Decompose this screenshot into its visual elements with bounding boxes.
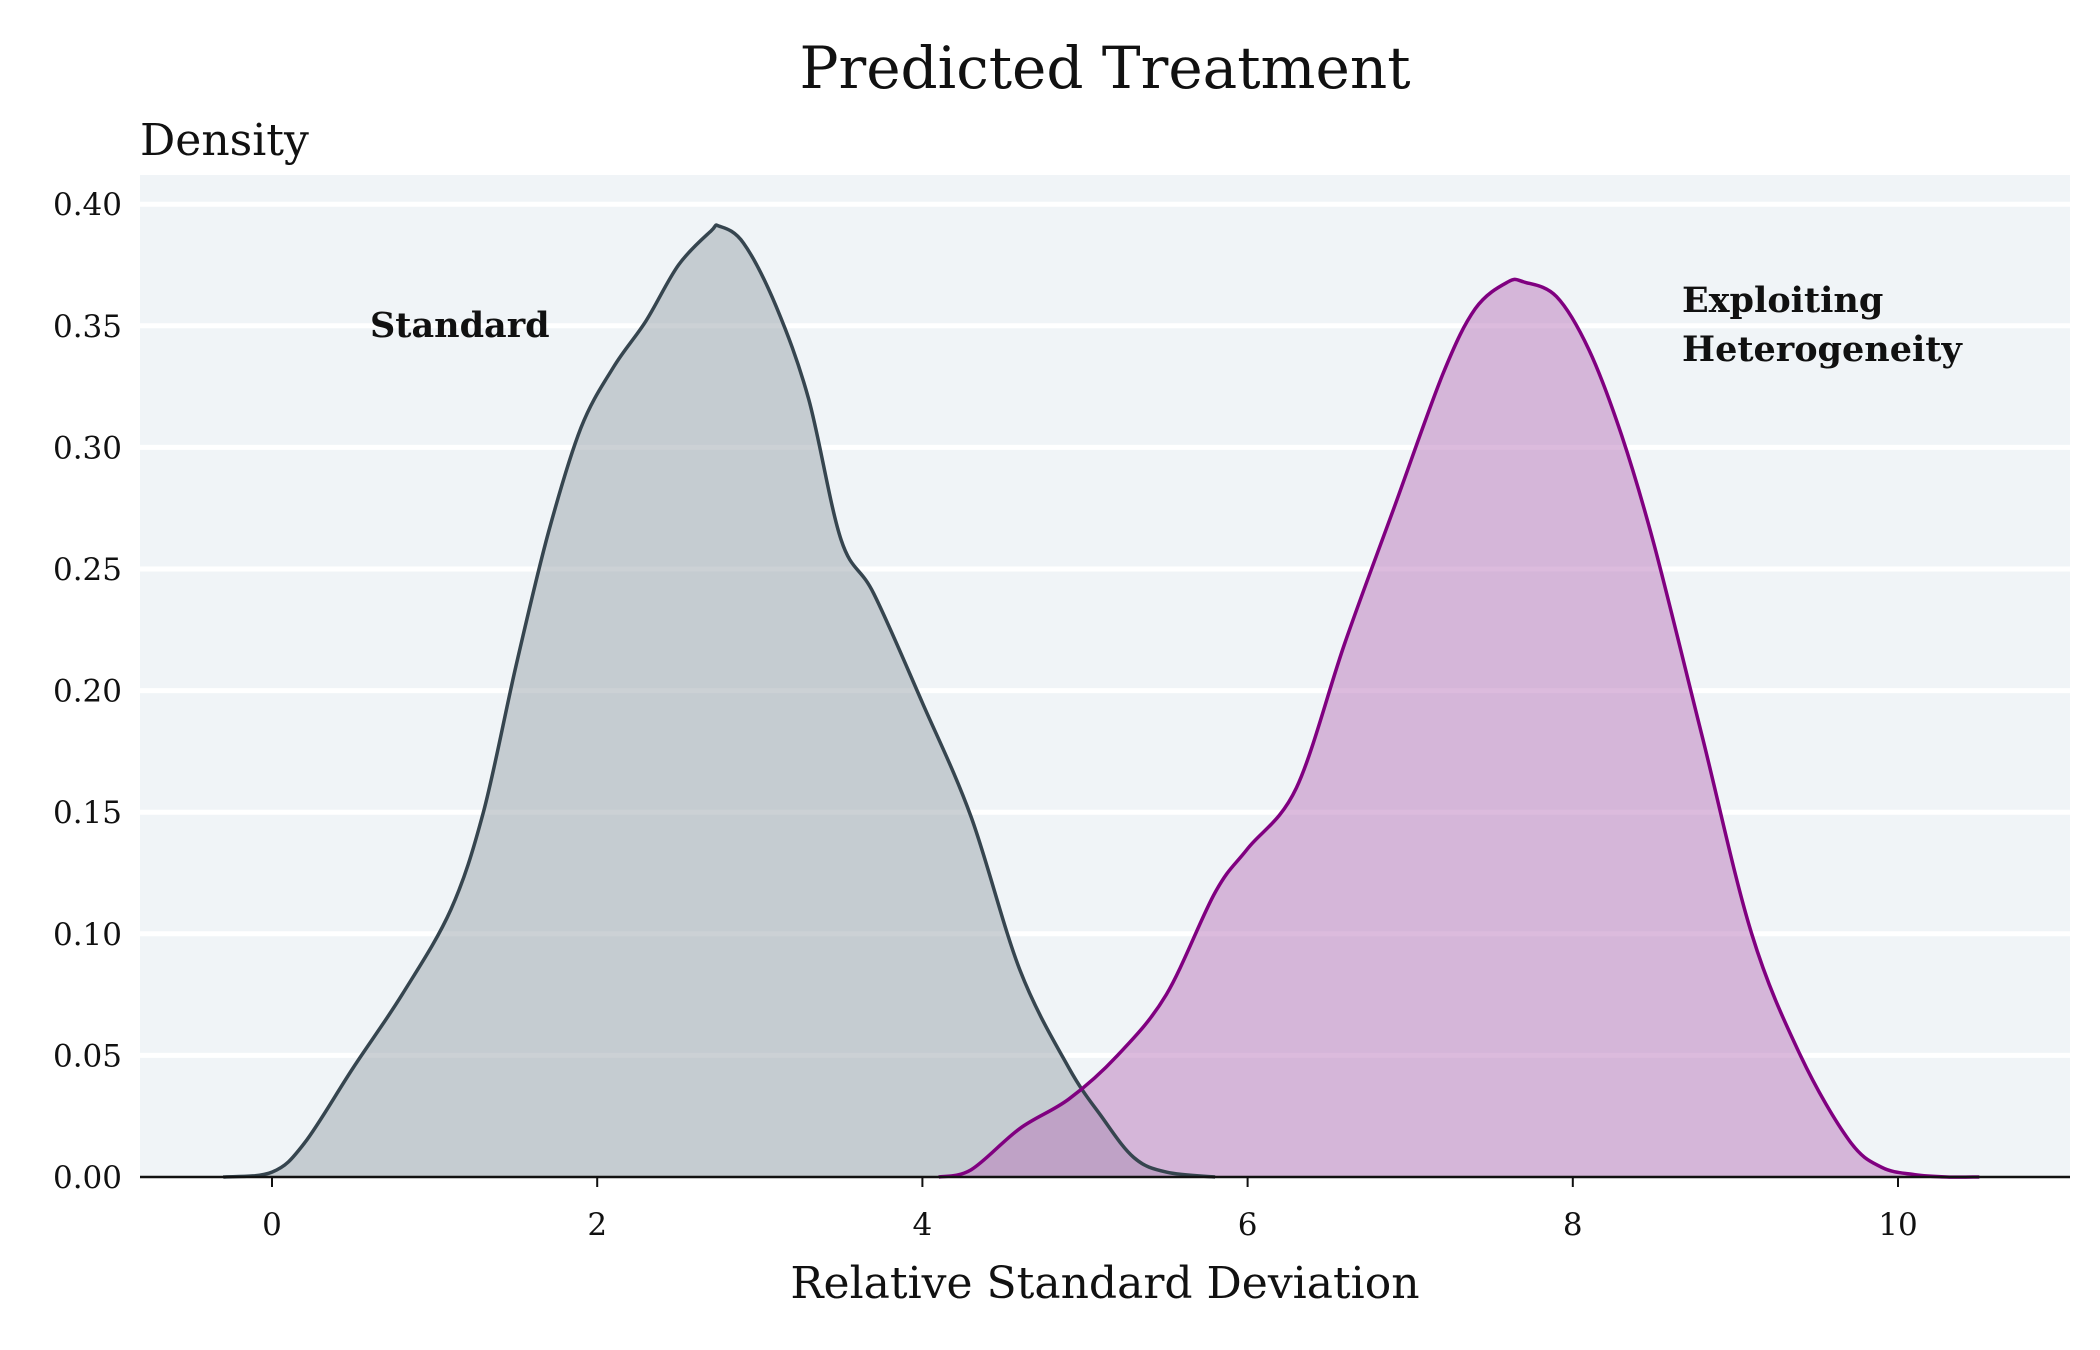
y-tick-label: 0.25	[53, 552, 122, 588]
x-tick-label: 8	[1563, 1207, 1583, 1243]
density-area-standard	[223, 225, 1216, 1178]
density-fills	[223, 225, 1980, 1178]
annotation-exploiting-heterogeneity: Exploiting Heterogeneity	[1682, 280, 1963, 370]
y-ticks: 0.00 0.05 0.10 0.15 0.20 0.25 0.30 0.35 0.40	[53, 187, 122, 1196]
y-tick-label: 0.20	[53, 674, 122, 710]
annotation-standard: Standard	[370, 305, 550, 346]
y-axis-title: Density	[140, 115, 309, 166]
x-tick-label: 0	[262, 1207, 282, 1243]
density-line-standard	[223, 223, 1216, 1179]
y-tick-label: 0.15	[53, 795, 122, 831]
density-lines	[223, 223, 1980, 1179]
annotation-line-1: Exploiting	[1682, 280, 1883, 321]
density-line-exploiting-heterogeneity	[938, 277, 1980, 1179]
x-tick-label: 10	[1878, 1207, 1917, 1243]
chart-title: Predicted Treatment	[799, 34, 1410, 102]
x-ticks: 0 2 4 6 8 10	[262, 1177, 1918, 1243]
x-tick-label: 2	[587, 1207, 607, 1243]
y-tick-label: 0.10	[53, 917, 122, 953]
x-axis-title: Relative Standard Deviation	[790, 1258, 1419, 1309]
y-tick-label: 0.30	[53, 430, 122, 466]
y-tick-label: 0.05	[53, 1038, 122, 1074]
y-tick-label: 0.00	[53, 1160, 122, 1196]
annotation-line-2: Heterogeneity	[1682, 329, 1963, 370]
y-tick-label: 0.35	[53, 309, 122, 345]
x-tick-label: 6	[1238, 1207, 1258, 1243]
y-tick-label: 0.40	[53, 187, 122, 223]
density-area-exploiting-heterogeneity	[938, 279, 1980, 1178]
x-tick-label: 4	[913, 1207, 933, 1243]
